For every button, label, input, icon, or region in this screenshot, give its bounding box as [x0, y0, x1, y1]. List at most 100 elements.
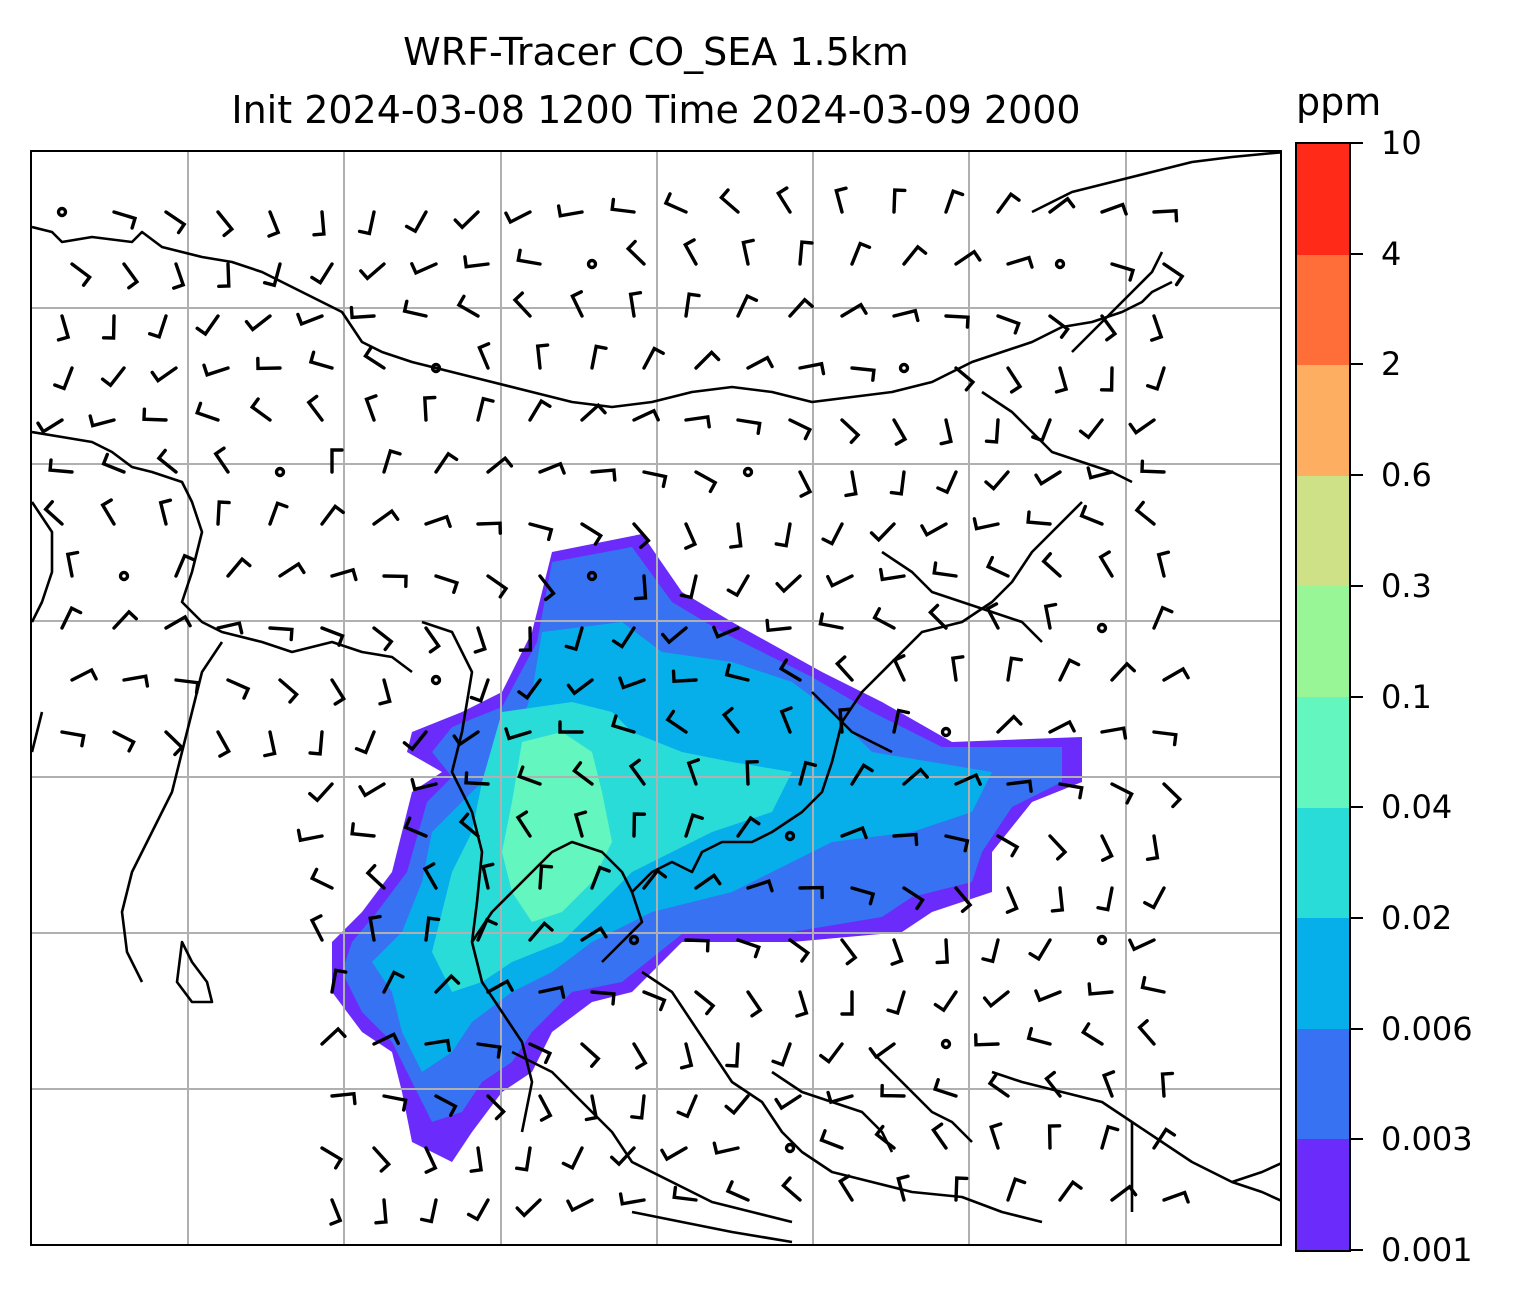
wind-barb	[216, 730, 232, 758]
wind-barb	[512, 291, 532, 318]
colorbar-unit-label: ppm	[1296, 80, 1382, 124]
wind-barb	[538, 461, 566, 475]
wind-barb	[642, 470, 668, 489]
wind-barb	[996, 191, 1021, 214]
wind-barb	[1006, 255, 1034, 269]
wind-barb	[358, 782, 386, 798]
wind-barb	[515, 810, 532, 838]
colorbar-tick-label: 0.02	[1381, 898, 1453, 937]
wind-barb	[719, 188, 740, 214]
wind-barb	[216, 500, 231, 526]
wind-barb	[712, 625, 740, 639]
wind-barb	[745, 760, 759, 786]
wind-barb	[1134, 500, 1156, 526]
wind-barb	[48, 458, 74, 474]
wind-barb	[330, 448, 344, 474]
wind-barb	[632, 812, 647, 838]
wind-barb	[473, 626, 487, 654]
wind-barb	[1162, 262, 1185, 287]
wind-barb	[410, 777, 438, 792]
wind-barb	[100, 498, 116, 526]
wind-barb	[850, 886, 876, 906]
wind-barb	[818, 612, 844, 630]
wind-barb	[515, 1198, 542, 1218]
wind-barb	[879, 567, 906, 582]
wind-barb	[1110, 1184, 1138, 1202]
wind-barb	[694, 873, 722, 890]
wind-barb	[226, 678, 251, 700]
wind-barb	[580, 925, 608, 942]
wind-barb	[60, 730, 86, 748]
wind-barb	[122, 262, 140, 290]
wind-barb	[580, 402, 607, 422]
wind-barb	[798, 240, 814, 266]
wind-barb	[1100, 314, 1118, 342]
wind-barb	[874, 1124, 896, 1150]
wind-barb	[100, 366, 126, 388]
colorbar-segment	[1297, 144, 1349, 255]
wind-barb	[268, 626, 294, 642]
coastlines	[32, 152, 1280, 1244]
calm-wind-circle	[1054, 258, 1066, 270]
coastline-segment	[1071, 251, 1164, 353]
wind-barb	[517, 765, 542, 786]
wind-barb	[53, 366, 74, 391]
wind-barb	[372, 1032, 400, 1046]
wind-barb	[939, 418, 953, 446]
wind-barb	[372, 1146, 392, 1173]
calm-wind-circle	[898, 362, 910, 374]
wind-barb	[954, 886, 973, 913]
colorbar-tick-label: 0.04	[1381, 788, 1453, 827]
wind-barb	[70, 667, 98, 682]
wind-barb	[642, 868, 668, 890]
wind-barb	[216, 621, 244, 635]
wind-barb	[1140, 975, 1166, 994]
wind-barb	[364, 394, 378, 422]
wind-barb	[580, 522, 604, 546]
wind-barb	[88, 414, 116, 428]
wind-barb	[309, 867, 334, 890]
wind-barb	[868, 1042, 896, 1060]
wind-barb	[886, 990, 906, 1016]
calm-wind-circle	[56, 206, 68, 218]
wind-barb	[892, 832, 919, 847]
wind-barb	[746, 355, 774, 370]
wind-barb	[164, 210, 187, 235]
wind-barb	[1162, 1190, 1190, 1204]
wind-barb	[798, 885, 824, 900]
wind-barb	[1101, 1070, 1116, 1098]
wind-barb	[684, 414, 711, 429]
wind-barb	[195, 401, 220, 422]
wind-barb	[779, 706, 793, 734]
wind-barb	[954, 772, 982, 786]
wind-barb	[424, 514, 452, 528]
wind-barb	[985, 602, 1000, 630]
wind-barb	[954, 1176, 969, 1202]
wind-barb	[556, 204, 584, 218]
wind-barb	[665, 709, 688, 734]
wind-barb	[213, 446, 230, 474]
wind-barb	[330, 968, 348, 994]
wind-barb	[590, 865, 611, 890]
wind-barb	[584, 1094, 599, 1122]
wind-barb	[329, 1198, 343, 1226]
wind-barb	[932, 1078, 958, 1098]
wind-barb	[402, 730, 428, 752]
wind-barb	[850, 366, 876, 382]
wind-barb	[477, 342, 491, 370]
wind-barb	[566, 1198, 594, 1213]
wind-barb	[684, 938, 710, 953]
wind-barb	[566, 678, 594, 696]
wind-barb	[611, 626, 636, 649]
wind-barb	[1048, 196, 1076, 214]
wind-barb	[1006, 779, 1033, 793]
wind-barb	[320, 1026, 347, 1046]
wind-barb	[558, 720, 584, 734]
wind-barb	[309, 914, 324, 942]
wind-barb	[775, 574, 802, 594]
wind-barb	[936, 470, 958, 495]
wind-barb	[632, 1042, 648, 1070]
wind-barb	[933, 990, 958, 1013]
wind-barb	[424, 626, 441, 654]
colorbar-tick-label: 0.1	[1381, 677, 1432, 716]
